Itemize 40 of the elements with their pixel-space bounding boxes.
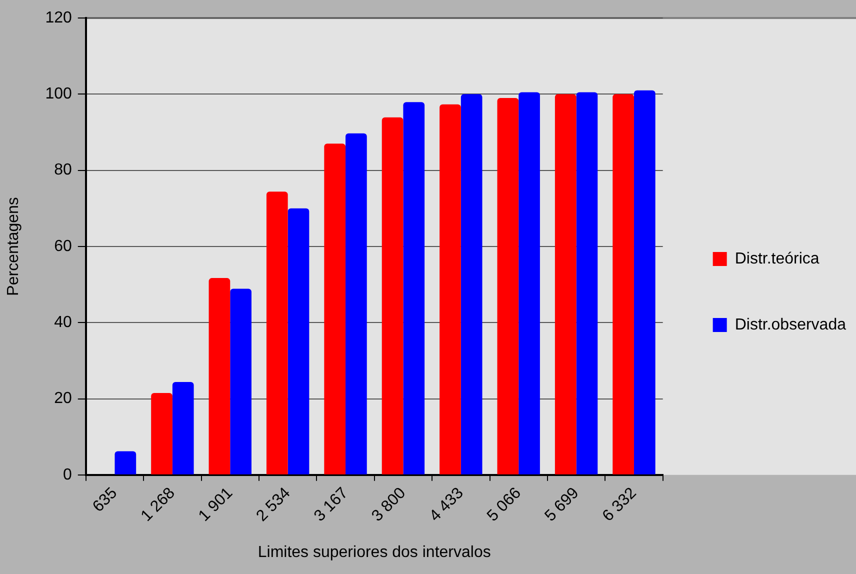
- x-tick-label: 5 699: [542, 484, 582, 525]
- x-tick-label: 635: [90, 484, 121, 516]
- bar: [114, 451, 136, 474]
- y-tick-label: 120: [45, 9, 72, 26]
- bar: [266, 192, 288, 474]
- legend-label: Distr.teórica: [734, 250, 820, 268]
- y-tick-label: 0: [62, 466, 72, 484]
- y-axis-title: Percentagens: [5, 197, 22, 296]
- y-tick-label: 20: [54, 390, 72, 408]
- x-tick-label: 3 167: [311, 484, 352, 525]
- bar: [554, 94, 576, 474]
- bar: [172, 382, 194, 474]
- bar: [576, 92, 598, 474]
- bar: [634, 90, 656, 474]
- bar: [440, 104, 461, 474]
- x-tick-label: 4 433: [426, 484, 467, 525]
- x-axis-title: Limites superiores dos intervalos: [258, 544, 491, 561]
- bar: [208, 278, 230, 474]
- y-tick-label: 100: [45, 86, 72, 103]
- bar: [288, 208, 310, 474]
- bar: [382, 117, 404, 474]
- bar: [612, 94, 634, 474]
- bar: [346, 133, 367, 474]
- x-tick-label: 1 901: [196, 484, 236, 525]
- bar: [497, 98, 519, 474]
- x-tick-label: 1 268: [138, 484, 178, 525]
- y-tick-label: 40: [54, 314, 72, 332]
- bar: [460, 94, 482, 474]
- y-tick-label: 60: [54, 238, 72, 255]
- y-tick-label: 80: [54, 162, 72, 179]
- bar: [230, 288, 252, 474]
- bar: [518, 92, 540, 474]
- bar: [324, 144, 346, 474]
- x-tick-label: 3 800: [368, 484, 410, 525]
- x-tick-label: 2 534: [253, 484, 294, 525]
- x-tick-label: 6 332: [600, 484, 640, 525]
- bar: [403, 102, 425, 474]
- x-tick-label: 5 066: [484, 484, 525, 525]
- bar: [151, 393, 172, 474]
- legend-label: Distr.observada: [734, 316, 846, 334]
